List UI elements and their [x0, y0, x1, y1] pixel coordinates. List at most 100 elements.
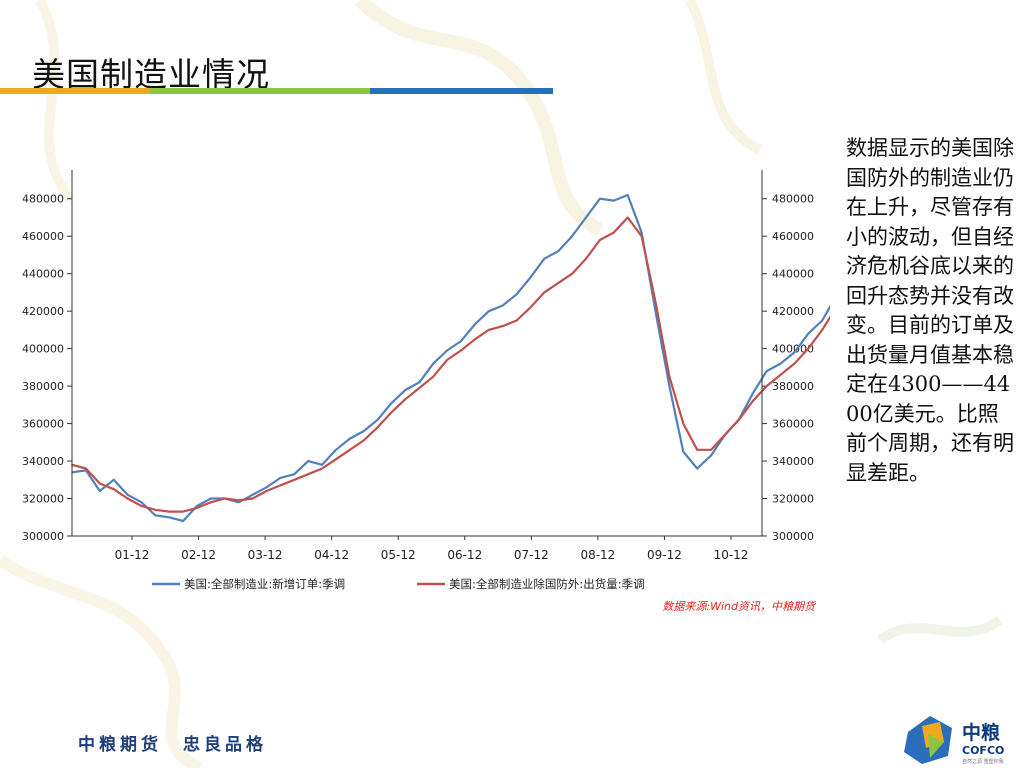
data-point: [793, 351, 796, 354]
y-tick-label: 320000: [772, 493, 814, 506]
y-axis-right: 3000003200003400003600003800004000004200…: [762, 193, 814, 543]
data-point: [821, 329, 823, 331]
x-tick-label: 08-12: [580, 548, 615, 562]
data-point: [432, 362, 435, 365]
y-tick-label: 320000: [22, 493, 64, 506]
data-point: [474, 323, 476, 326]
data-point: [279, 477, 282, 479]
logo-text-english: COFCO: [962, 744, 1005, 757]
data-point: [515, 319, 518, 322]
data-point: [265, 486, 268, 489]
data-point: [418, 387, 421, 389]
data-point: [112, 488, 115, 491]
data-point: [515, 293, 518, 296]
data-point: [196, 507, 198, 509]
data-point: [488, 329, 490, 331]
source-note: 数据来源:Wind资讯，中粮期货: [662, 600, 817, 613]
x-tick-label: 01-12: [115, 548, 150, 562]
data-point: [126, 497, 129, 500]
data-point: [571, 235, 573, 237]
data-point: [793, 362, 796, 365]
data-point: [696, 467, 698, 470]
data-point: [307, 473, 310, 476]
data-point: [85, 467, 87, 470]
y-tick-label: 480000: [772, 193, 814, 206]
logo-tagline: 自然之源 重塑你我: [962, 759, 1004, 765]
data-point: [168, 516, 170, 519]
data-point: [696, 449, 698, 451]
x-tick-label: 07-12: [514, 548, 549, 562]
series-line-2: [71, 216, 830, 513]
data-point: [168, 510, 170, 513]
data-point: [571, 272, 573, 275]
data-point: [599, 197, 601, 200]
y-tick-label: 480000: [22, 193, 64, 206]
data-point: [126, 494, 129, 496]
y-tick-label: 380000: [22, 380, 64, 393]
y-axis-left: 300000 320000 340000 360000 380000 400000 4200…: [22, 193, 72, 543]
legend-label: 美国:全部制造业:新增订单:季调: [184, 577, 345, 591]
y-tick-label: 300000: [22, 530, 64, 543]
data-point: [293, 473, 296, 476]
title-underline: [0, 88, 553, 94]
line-chart: 300000 320000 340000 360000 380000 400000 4200…: [22, 170, 830, 613]
data-point: [529, 306, 532, 309]
y-tick-label: 460000: [772, 230, 814, 243]
data-point: [237, 499, 240, 502]
data-point: [140, 505, 143, 507]
x-tick-label: 05-12: [381, 548, 416, 562]
x-tick-label: 02-12: [181, 548, 216, 562]
y-tick-label: 340000: [772, 455, 814, 468]
data-point: [154, 514, 157, 517]
data-point: [724, 434, 726, 436]
y-tick-label: 400000: [22, 343, 64, 356]
data-point: [446, 359, 448, 361]
x-tick-label: 09-12: [647, 548, 682, 562]
footer-slogan: 中粮期货 忠良品格: [78, 735, 267, 755]
data-point: [654, 310, 657, 312]
data-point: [210, 501, 212, 504]
data-point: [779, 362, 782, 365]
data-point: [654, 301, 657, 303]
y-tick-label: 300000: [772, 530, 814, 543]
data-point: [432, 375, 435, 378]
data-point: [488, 310, 490, 312]
data-point: [307, 460, 310, 462]
data-point: [474, 338, 476, 341]
data-point: [99, 482, 101, 485]
y-tick-label: 460000: [22, 230, 64, 243]
data-point: [585, 216, 587, 219]
data-point: [293, 479, 296, 481]
data-point: [751, 392, 754, 395]
data-point: [543, 257, 546, 260]
data-point: [626, 194, 629, 196]
data-point: [779, 374, 782, 376]
data-point: [529, 276, 532, 279]
data-point: [543, 291, 546, 294]
data-point: [557, 282, 559, 284]
data-point: [599, 239, 601, 241]
data-point: [251, 497, 254, 500]
y-tick-label: 420000: [772, 305, 814, 318]
data-point: [668, 385, 671, 387]
x-axis: 01-12 02-12 03-12 04-12 05-12 06-12 07-12 08-12…: [115, 536, 749, 562]
data-point: [196, 505, 198, 507]
data-point: [613, 199, 615, 202]
data-point: [668, 375, 671, 378]
data-point: [557, 250, 559, 252]
logo-text-chinese: 中粮: [962, 722, 1001, 744]
data-point: [460, 340, 462, 342]
x-tick-label: 10-12: [714, 548, 749, 562]
data-point: [140, 501, 143, 504]
page-title: 美国制造业情况: [32, 55, 270, 94]
data-point: [765, 370, 768, 372]
data-point: [460, 349, 462, 352]
y-tick-label: 340000: [22, 455, 64, 468]
data-point: [710, 449, 712, 451]
data-point: [335, 458, 337, 461]
data-point: [640, 231, 643, 234]
title-underline-segment: [150, 88, 370, 94]
x-tick-label: 06-12: [447, 548, 482, 562]
data-point: [585, 257, 587, 260]
